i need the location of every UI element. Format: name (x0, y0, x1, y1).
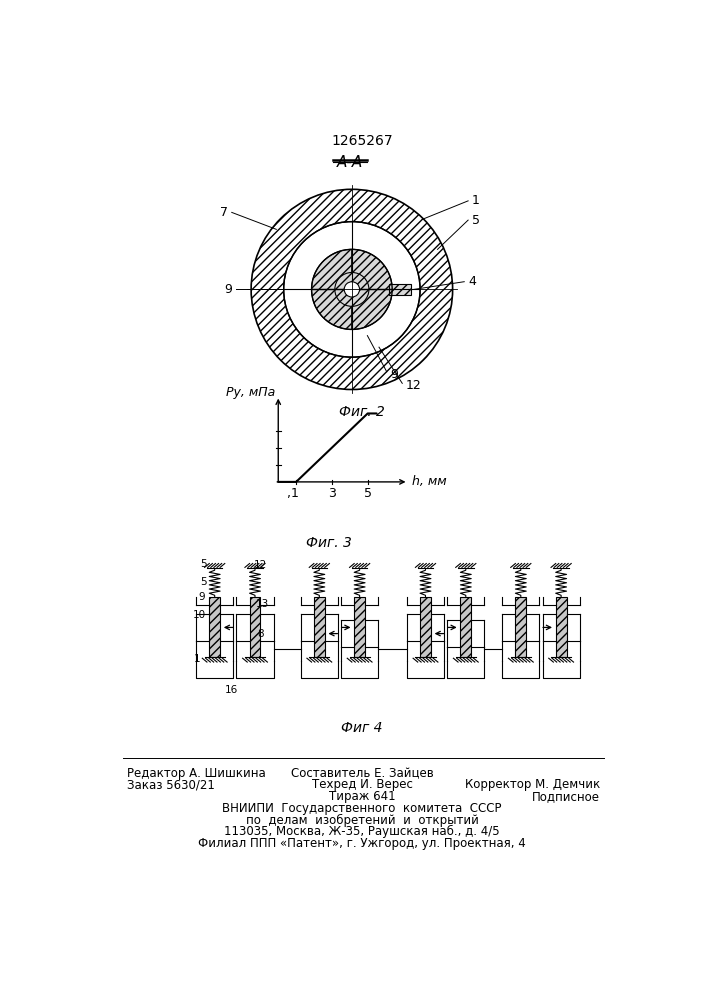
Text: 9: 9 (224, 283, 232, 296)
Wedge shape (312, 249, 352, 329)
Bar (250, 597, 260, 657)
Text: А-А: А-А (337, 155, 363, 170)
Bar (389, 284, 411, 295)
Text: Фиг 4: Фиг 4 (341, 721, 382, 735)
Bar (314, 597, 325, 657)
Wedge shape (352, 249, 392, 329)
Text: Фиг. 3: Фиг. 3 (305, 536, 351, 550)
Text: по  делам  изобретений  и  открытий: по делам изобретений и открытий (245, 814, 479, 827)
Text: 1265267: 1265267 (331, 134, 393, 148)
Text: 5: 5 (200, 559, 206, 569)
Text: 9: 9 (391, 368, 399, 381)
Text: 5: 5 (363, 487, 372, 500)
Text: Редактор А. Шишкина: Редактор А. Шишкина (127, 767, 266, 780)
Text: Составитель Е. Зайцев: Составитель Е. Зайцев (291, 767, 433, 780)
Text: 12: 12 (254, 560, 267, 570)
Text: 113035, Москва, Ж-35, Раушская наб., д. 4/5: 113035, Москва, Ж-35, Раушская наб., д. … (224, 825, 500, 838)
Text: Филиал ППП «Патент», г. Ужгород, ул. Проектная, 4: Филиал ППП «Патент», г. Ужгород, ул. Про… (198, 837, 526, 850)
Text: ВНИИПИ  Государственного  комитета  СССР: ВНИИПИ Государственного комитета СССР (222, 802, 502, 815)
Bar (354, 597, 365, 657)
Bar (556, 597, 566, 657)
Text: 5: 5 (472, 214, 480, 227)
Bar (420, 597, 431, 657)
Circle shape (335, 272, 369, 306)
Text: 4: 4 (468, 275, 476, 288)
Text: Ру, мПа: Ру, мПа (226, 386, 275, 399)
Text: h, мм: h, мм (411, 475, 446, 488)
Circle shape (251, 189, 452, 389)
Text: Подписное: Подписное (532, 790, 600, 803)
Text: 3: 3 (328, 487, 336, 500)
Text: 5: 5 (200, 577, 206, 587)
Text: Заказ 5630/21: Заказ 5630/21 (127, 778, 215, 791)
Text: 12: 12 (406, 379, 422, 392)
Text: 7: 7 (220, 206, 228, 219)
Text: Тираж 641: Тираж 641 (329, 790, 395, 803)
Text: 1: 1 (472, 194, 480, 207)
Text: 10: 10 (192, 610, 206, 620)
Bar (460, 597, 472, 657)
Text: 9: 9 (198, 592, 205, 602)
Text: Корректор М. Демчик: Корректор М. Демчик (464, 778, 600, 791)
Text: 16: 16 (225, 685, 238, 695)
Text: Техред И. Верес: Техред И. Верес (312, 778, 412, 791)
Text: 1: 1 (194, 654, 200, 664)
Text: 8: 8 (257, 629, 264, 639)
Circle shape (284, 222, 420, 357)
Circle shape (344, 282, 360, 297)
Text: ,1: ,1 (287, 487, 299, 500)
Text: Фиг. 2: Фиг. 2 (339, 405, 385, 419)
Bar (209, 597, 220, 657)
Text: 13: 13 (255, 599, 269, 609)
Bar (515, 597, 526, 657)
